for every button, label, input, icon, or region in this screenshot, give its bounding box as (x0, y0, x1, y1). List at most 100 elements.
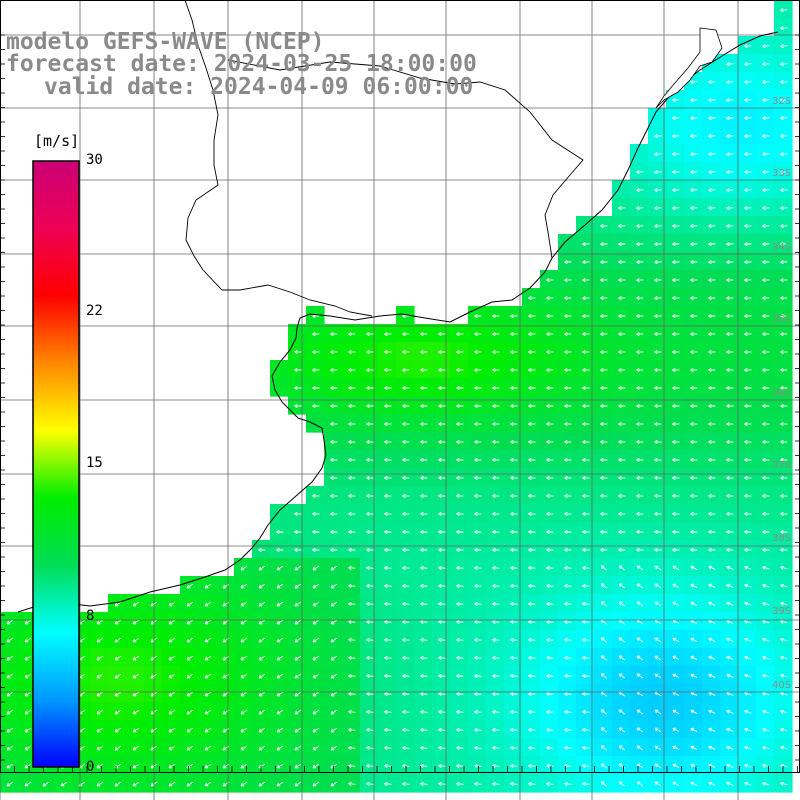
wind-speed-cell (684, 522, 703, 541)
wind-arrow (186, 745, 194, 751)
wind-arrow (744, 349, 752, 355)
wind-arrow (636, 187, 644, 193)
wind-arrow (402, 745, 410, 750)
wind-arrow (474, 367, 482, 373)
wind-speed-cell (270, 558, 289, 577)
wind-speed-cell (198, 594, 217, 613)
wind-speed-cell (378, 396, 397, 415)
wind-arrow (780, 313, 788, 319)
wind-arrow (672, 134, 680, 139)
wind-arrow (672, 583, 680, 589)
wind-arrow (132, 673, 140, 679)
wind-speed-cell (18, 738, 37, 757)
wind-speed-cell (162, 648, 181, 667)
wind-speed-cell (396, 630, 415, 649)
wind-speed-cell (270, 594, 289, 613)
wind-speed-cell (738, 36, 757, 55)
wind-arrow (132, 781, 140, 787)
wind-arrow (582, 727, 590, 732)
border-path (202, 269, 373, 317)
wind-speed-cell (558, 414, 577, 433)
wind-arrow (582, 745, 590, 750)
wind-speed-cell (540, 522, 559, 541)
wind-speed-cell (576, 342, 595, 361)
wind-speed-cell (414, 504, 433, 523)
wind-speed-cell (288, 540, 307, 559)
wind-arrow (690, 116, 698, 121)
wind-speed-cell (522, 432, 541, 451)
wind-arrow (618, 781, 626, 787)
wind-speed-cell (738, 540, 757, 559)
wind-speed-cell (666, 270, 685, 289)
wind-arrow (600, 475, 608, 481)
wind-arrow (438, 457, 446, 463)
wind-arrow (492, 565, 500, 571)
wind-speed-cell (342, 360, 361, 379)
wind-speed-cell (270, 630, 289, 649)
wind-arrow (294, 673, 302, 679)
wind-arrow (726, 223, 734, 229)
wind-speed-cell (252, 558, 271, 577)
wind-arrow (690, 277, 698, 283)
wind-speed-cell (720, 54, 739, 73)
wind-speed-cell (612, 378, 631, 397)
wind-arrow (114, 727, 122, 733)
wind-speed-cell (396, 576, 415, 595)
wind-arrow (780, 98, 788, 103)
lagoon-path (655, 27, 723, 109)
wind-arrow (762, 439, 770, 445)
wind-arrow (186, 727, 194, 733)
wind-speed-cell (540, 576, 559, 595)
colorbar-tick-15: 15 (86, 455, 103, 471)
wind-speed-cell (774, 252, 793, 271)
wind-arrow (96, 709, 104, 715)
wind-speed-cell (774, 414, 793, 433)
wind-speed-cell (432, 774, 451, 793)
wind-arrow (438, 349, 446, 355)
wind-arrow (654, 475, 662, 481)
wind-speed-cell (540, 774, 559, 793)
wind-arrow (492, 619, 500, 624)
wind-speed-cell (558, 522, 577, 541)
wind-speed-cell (450, 486, 469, 505)
wind-speed-cell (126, 756, 145, 775)
wind-arrow (726, 475, 734, 481)
wind-arrow (780, 116, 788, 121)
wind-speed-cell (486, 756, 505, 775)
wind-arrow (564, 727, 572, 732)
wind-speed-cell (756, 432, 775, 451)
wind-arrow (6, 727, 14, 733)
wind-arrow (654, 331, 662, 337)
wind-speed-cell (504, 414, 523, 433)
wind-arrow (276, 637, 284, 643)
wind-speed-cell (450, 666, 469, 685)
wind-speed-cell (522, 378, 541, 397)
wind-speed-cell (306, 594, 325, 613)
wind-speed-cell (288, 720, 307, 739)
wind-arrow (528, 439, 536, 445)
wind-speed-cell (414, 702, 433, 721)
wind-arrow (294, 601, 302, 607)
wind-arrow (708, 727, 716, 732)
wind-speed-cell (648, 306, 667, 325)
wind-speed-cell (450, 432, 469, 451)
wind-arrow (384, 619, 392, 624)
wind-speed-cell (306, 306, 325, 325)
wind-speed-cell (558, 360, 577, 379)
latitude-label: 34S (772, 242, 791, 253)
wind-arrow (672, 241, 680, 247)
wind-arrow (654, 637, 662, 643)
wind-arrow (600, 367, 608, 373)
wind-arrow (780, 44, 788, 49)
wind-speed-cell (720, 234, 739, 253)
wind-arrow (384, 673, 392, 678)
latitude-label: 40S (772, 680, 791, 691)
wind-speed-cell (666, 432, 685, 451)
wind-speed-cell (162, 594, 181, 613)
wind-speed-cell (630, 198, 649, 217)
wind-speed-cell (774, 612, 793, 631)
wind-speed-cell (522, 612, 541, 631)
wind-arrow (780, 367, 788, 373)
wind-arrow (456, 385, 464, 391)
wind-speed-cell (162, 612, 181, 631)
